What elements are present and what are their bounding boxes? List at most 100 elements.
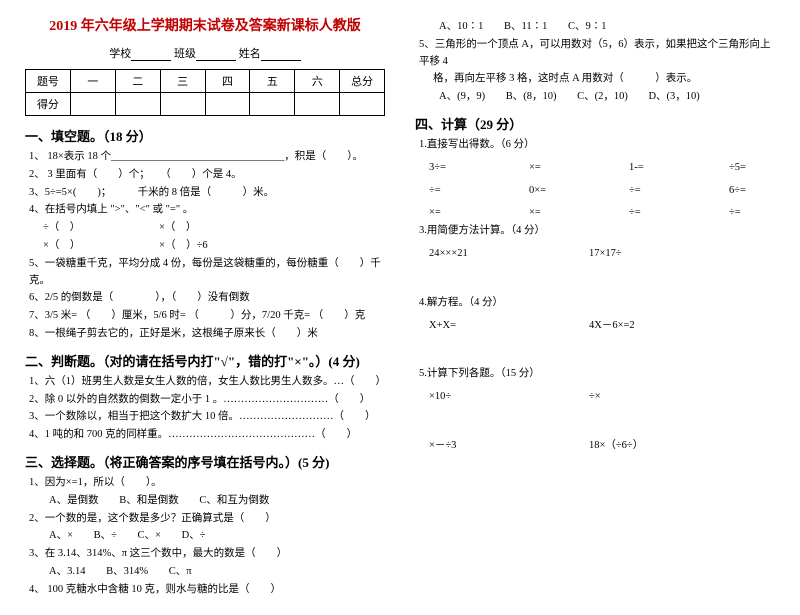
q1-4: 4、在括号内填上 ">"、"<" 或 "=" 。 [29, 202, 385, 219]
q3-4: 4、 100 克糖水中含糖 10 克，则水与糖的比是（ ） [29, 582, 385, 599]
spacer [419, 335, 775, 365]
cell: 得分 [26, 93, 71, 116]
class-label: 班级 [174, 48, 196, 60]
student-info-line: 学校 班级 姓名 [25, 45, 385, 61]
score-table: 题号 一 二 三 四 五 六 总分 得分 [25, 69, 385, 116]
q1-5: 5、一袋糖重千克，平均分成 4 份，每份是这袋糖重的，每份糖重（ ）千克。 [29, 256, 385, 290]
cell: 六 [295, 70, 340, 93]
op: ×= [529, 205, 589, 222]
s4-p1: 1.直接写出得数。（6 分） [419, 137, 775, 154]
q1-4b: ×（ ） ×（ ）÷6 [43, 238, 385, 255]
op: 0×= [529, 183, 589, 200]
cell: 三 [160, 70, 205, 93]
opt-c: C、和互为倒数 [199, 495, 269, 506]
exam-title: 2019 年六年级上学期期末试卷及答案新课标人教版 [25, 15, 385, 35]
op: ×= [529, 160, 589, 177]
opt-b: B、(8，10) [506, 91, 557, 102]
op: ÷= [629, 205, 689, 222]
opt-d: D、÷ [182, 530, 206, 541]
cell [160, 93, 205, 116]
calc-row-2: ÷= 0×= ÷= 6÷= [429, 183, 775, 200]
opt-a: A、(9，9) [439, 91, 485, 102]
q3-2: 2、一个数的是，这个数是多少？正确算式是（ ） [29, 511, 385, 528]
name-label: 姓名 [239, 48, 261, 60]
s4-p4: 4.解方程。（4 分） [419, 295, 775, 312]
q2-3: 3、一个数除以，相当于把这个数扩大 10 倍。………………………（ ） [29, 409, 385, 426]
q3-1: 1、因为×=1，所以（ ）。 [29, 475, 385, 492]
s4-p3: 3.用简便方法计算。（4 分） [419, 223, 775, 240]
q2-4: 4、1 吨的和 700 克的同样重。……………………………………（ ） [29, 427, 385, 444]
cell: 总分 [340, 70, 385, 93]
opt-b: B、11∶1 [504, 21, 547, 32]
q3-5-options: A、(9，9) B、(8，10) C、(2，10) D、(3，10) [439, 89, 775, 106]
q3-2-options: A、× B、÷ C、× D、÷ [49, 528, 385, 545]
table-row: 得分 [26, 93, 385, 116]
cell [250, 93, 295, 116]
q3-4-options: A、10∶1 B、11∶1 C、9∶1 [439, 19, 775, 36]
q1-2: 2、 3 里面有（ ）个； （ ）个是 4。 [29, 167, 385, 184]
calc-row-1: 3÷= ×= 1-= ÷5= [429, 160, 775, 177]
section-3-heading: 三、选择题。（将正确答案的序号填在括号内。）(5 分) [25, 452, 385, 471]
q1-8: 8、一根绳子剪去它的，正好是米，这根绳子原来长（ ）米 [29, 326, 385, 343]
op: 18×（÷6÷） [589, 438, 649, 455]
school-blank [131, 49, 171, 61]
opt-a: A、是倒数 [49, 495, 99, 506]
calc-row-3: ×= ×= ÷= ÷= [429, 205, 775, 222]
op: ÷= [729, 205, 789, 222]
opt-b: B、和是倒数 [119, 495, 179, 506]
opt-c: C、(2，10) [577, 91, 628, 102]
s4-p5: 5.计算下列各题。（15 分） [419, 366, 775, 383]
opt-a: A、× [49, 530, 73, 541]
op: ÷= [629, 183, 689, 200]
op: 4X－6×=2 [589, 318, 649, 335]
school-label: 学校 [109, 48, 131, 60]
opt-a: A、10∶1 [439, 21, 483, 32]
q1-6: 6、2/5 的倒数是（ ），（ ）没有倒数 [29, 290, 385, 307]
q3-4-options-row: A、10∶1 B、11∶1 C、9∶1 5、三角形的一个顶点 A，可以用数对（5… [419, 19, 775, 106]
right-column: A、10∶1 B、11∶1 C、9∶1 5、三角形的一个顶点 A，可以用数对（5… [415, 15, 775, 600]
op: ×10÷ [429, 389, 489, 406]
q3-3-options: A、3.14 B、314% C、π [49, 564, 385, 581]
section-1-questions: 1、 18×表示 18 个___________________________… [29, 149, 385, 343]
section-4-body: 1.直接写出得数。（6 分） 3÷= ×= 1-= ÷5= ÷= 0×= ÷= … [419, 137, 775, 455]
op: 17×17÷ [589, 246, 649, 263]
op: ÷× [589, 389, 649, 406]
class-blank [196, 49, 236, 61]
op: 6÷= [729, 183, 789, 200]
q1-7: 7、3/5 米= （ ）厘米，5/6 时= （ ）分，7/20 千克= （ ）克 [29, 308, 385, 325]
opt-b: B、314% [106, 566, 148, 577]
spacer [419, 407, 775, 432]
q3-5: 5、三角形的一个顶点 A，可以用数对（5，6）表示，如果把这个三角形向上平移 4 [419, 37, 775, 71]
opt-c: C、× [138, 530, 161, 541]
cell: 题号 [26, 70, 71, 93]
op: ×= [429, 205, 489, 222]
opt-c: C、π [169, 566, 192, 577]
calc-p4-row: X+X= 4X－6×=2 [429, 318, 775, 335]
cell [70, 93, 115, 116]
cell: 五 [250, 70, 295, 93]
cell [205, 93, 250, 116]
section-1-heading: 一、填空题。（18 分） [25, 126, 385, 145]
calc-p5-row1: ×10÷ ÷× [429, 389, 775, 406]
op: ×－÷3 [429, 438, 489, 455]
op: 1-= [629, 160, 689, 177]
spacer [419, 264, 775, 294]
opt-d: D、(3，10) [648, 91, 699, 102]
q3-5b: 格，再向左平移 3 格，这时点 A 用数对（ ）表示。 [433, 71, 775, 88]
table-row: 题号 一 二 三 四 五 六 总分 [26, 70, 385, 93]
section-3-questions: 1、因为×=1，所以（ ）。 A、是倒数 B、和是倒数 C、和互为倒数 2、一个… [29, 475, 385, 599]
cell [340, 93, 385, 116]
op: ÷= [429, 183, 489, 200]
opt-b: B、÷ [94, 530, 117, 541]
cell: 一 [70, 70, 115, 93]
calc-p5-row2: ×－÷3 18×（÷6÷） [429, 438, 775, 455]
q1-1: 1、 18×表示 18 个___________________________… [29, 149, 385, 166]
q3-3: 3、在 3.14、314%、π 这三个数中，最大的数是（ ） [29, 546, 385, 563]
cell: 二 [115, 70, 160, 93]
opt-a: A、3.14 [49, 566, 85, 577]
q2-2: 2、除 0 以外的自然数的倒数一定小于 1 。…………………………（ ） [29, 392, 385, 409]
q3-1-options: A、是倒数 B、和是倒数 C、和互为倒数 [49, 493, 385, 510]
op: 3÷= [429, 160, 489, 177]
section-4-heading: 四、计算（29 分） [415, 114, 775, 133]
cell: 四 [205, 70, 250, 93]
